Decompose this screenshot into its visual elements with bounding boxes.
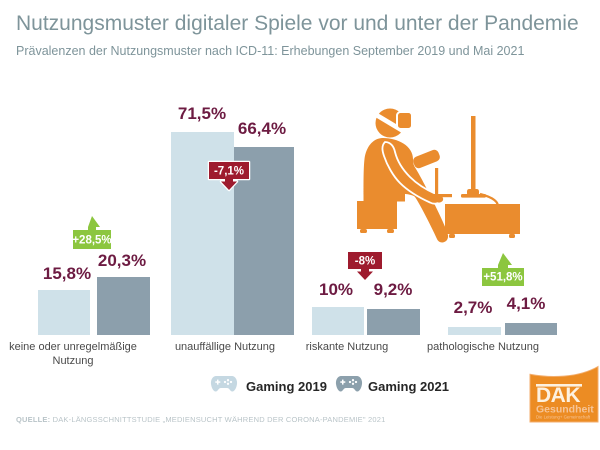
svg-text:+51,8%: +51,8% (483, 272, 522, 284)
svg-text:-7,1%: -7,1% (214, 166, 244, 178)
svg-text:-8%: -8% (355, 256, 375, 268)
svg-text:+28,5%: +28,5% (72, 235, 111, 247)
svg-text:Die Leistung+ Gemeinschaft: Die Leistung+ Gemeinschaft (536, 415, 591, 420)
